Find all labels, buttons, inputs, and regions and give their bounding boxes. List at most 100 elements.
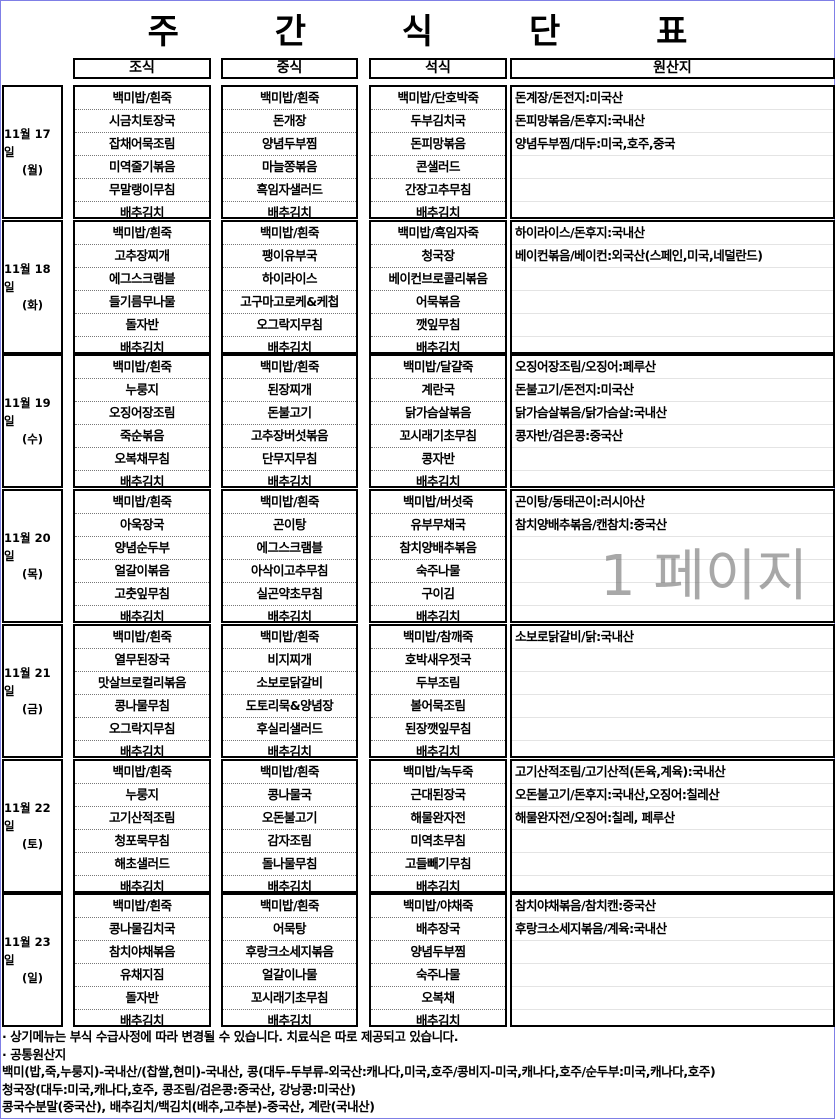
menu-item: 오그락지무침 <box>223 314 356 337</box>
origin-column: 오징어장조림/오징어:페루산 돈불고기/돈전지:미국산 닭가슴살볶음/닭가슴살:국내… <box>510 354 835 489</box>
menu-item: 죽순볶음 <box>75 425 209 449</box>
date-label: 11월 21일 <box>4 665 51 698</box>
menu-item: 배추김치 <box>415 339 461 355</box>
notice-line: · 상기메뉴는 부식 수급사정에 따라 변경될 수 있습니다. 치료식은 따로 … <box>2 1029 459 1044</box>
menu-item: 백미밥/흰죽 <box>223 626 356 649</box>
menu-item: 배추김치 <box>415 878 461 894</box>
menu-item: 백미밥/흰죽 <box>223 87 356 110</box>
weekday-label: (수) <box>21 432 44 447</box>
origin-column: 하이라이스/돈후지:국내산 베이컨볶음/베이컨:외국산(스페인,미국,네덜란드) <box>510 219 835 354</box>
origin-item: 참치양배추볶음/캔참치:중국산 <box>512 514 833 538</box>
breakfast-column: 백미밥/흰죽 아욱장국 양념순두부 얼갈이볶음 고춧잎무침 배추김치 <box>73 489 211 624</box>
menu-item: 볼어묵조림 <box>371 695 505 718</box>
origin-column: 고기산적조림/고기산적(돈육,계육):국내산 오돈불고기/돈후지:국내산,오징어:… <box>510 758 835 893</box>
origin-item: 하이라이스/돈후지:국내산 <box>512 222 833 245</box>
day-date: 11월 20일 (목) <box>2 489 63 624</box>
lunch-column: 백미밥/흰죽 팽이유부국 하이라이스 고구마고로케&케첩 오그락지무침 배추김치 <box>221 219 358 355</box>
footer-notes: · 상기메뉴는 부식 수급사정에 따라 변경될 수 있습니다. 치료식은 따로 … <box>2 1028 832 1116</box>
lunch-column: 백미밥/흰죽 어묵탕 후랑크소세지볶음 얼갈이나물 꼬시래기초무침 배추김치 <box>221 893 358 1028</box>
weekday-label: (목) <box>21 567 44 582</box>
menu-item: 두부김치국 <box>371 110 505 133</box>
menu-item: 잡채어묵조림 <box>75 133 209 156</box>
menu-item: 콩나물김치국 <box>75 918 209 942</box>
menu-item: 고구마고로케&케첩 <box>223 291 356 314</box>
dinner-column: 백미밥/야채죽 배추장국 양념두부찜 숙주나물 오복채 배추김치 <box>369 893 507 1028</box>
menu-item: 유부무채국 <box>371 514 505 538</box>
menu-item: 배추김치 <box>119 609 165 625</box>
header-dinner: 석식 <box>369 58 507 79</box>
menu-item: 양념순두부 <box>75 537 209 561</box>
common-origin-heading: · 공통원산지 <box>2 1046 66 1062</box>
weekday-label: (월) <box>21 163 44 177</box>
common-origin-line: 백미(밥,죽,누룽지)-국내산/(찹쌀,현미)-국내산, 콩(대두-두부류-외국… <box>2 1064 716 1080</box>
menu-item: 된장찌개 <box>223 379 356 403</box>
menu-item: 배추김치 <box>119 878 165 894</box>
day-date: 11월 18일 (화) <box>2 219 63 354</box>
menu-item: 참치양배추볶음 <box>371 537 505 561</box>
menu-item: 백미밥/흰죽 <box>75 491 209 515</box>
menu-item: 간장고추무침 <box>371 179 505 202</box>
dinner-column: 백미밥/참깨죽 호박새우젓국 두부조림 볼어묵조림 된장깻잎무침 배추김치 <box>369 623 507 759</box>
header-lunch: 중식 <box>221 58 358 79</box>
day-date: 11월 19일 (수) <box>2 354 63 489</box>
menu-item: 배추김치 <box>267 1013 312 1029</box>
lunch-column: 백미밥/흰죽 비지찌개 소보로닭갈비 도토리묵&양념장 후실리샐러드 배추김치 <box>221 623 358 759</box>
menu-item: 양념두부찜 <box>371 941 505 965</box>
menu-item: 해물완자전 <box>371 807 505 830</box>
menu-item: 백미밥/흰죽 <box>223 356 356 380</box>
origin-column: 소보로닭갈비/닭:국내산 <box>510 623 835 758</box>
date-label: 11월 19일 <box>4 396 51 429</box>
origin-item: 돈계장/돈전지:미국산 <box>512 87 833 110</box>
menu-item: 배추김치 <box>267 474 312 490</box>
menu-item: 청국장 <box>371 245 505 268</box>
weekday-label: (토) <box>21 836 44 851</box>
menu-item: 어묵탕 <box>223 918 356 942</box>
common-origin-line: 청국장(대두:미국,캐나다,호주, 콩조림/검은콩:중국산, 강낭콩:미국산) <box>2 1081 356 1097</box>
origin-item <box>512 560 833 584</box>
menu-item: 숙주나물 <box>371 560 505 584</box>
origin-item <box>512 537 833 561</box>
menu-item: 배추김치 <box>267 339 312 355</box>
menu-item: 두부조림 <box>371 672 505 695</box>
origin-item <box>512 583 833 607</box>
menu-item: 오징어장조림 <box>75 402 209 426</box>
menu-item: 고들빼기무침 <box>371 853 505 876</box>
menu-item: 돈피망볶음 <box>371 133 505 156</box>
menu-item: 배추김치 <box>119 1013 165 1029</box>
menu-item: 배추김치 <box>415 474 461 490</box>
menu-item: 미역초무침 <box>371 830 505 853</box>
lunch-column: 백미밥/흰죽 곤이탕 에그스크램블 아삭이고추무침 실곤약초무침 배추김치 <box>221 489 358 624</box>
menu-item: 호박새우젓국 <box>371 649 505 672</box>
menu-item: 감자조림 <box>223 830 356 853</box>
menu-item: 배추장국 <box>371 918 505 942</box>
origin-item <box>512 268 833 291</box>
menu-item: 고춧잎무침 <box>75 583 209 607</box>
breakfast-column: 백미밥/흰죽 고추장찌개 에그스크램블 들기름무나물 돌자반 배추김치 <box>73 219 211 355</box>
date-label: 11월 22일 <box>4 800 51 833</box>
date-label: 11월 18일 <box>4 261 51 294</box>
menu-item: 비지찌개 <box>223 649 356 672</box>
menu-item: 콘샐러드 <box>371 156 505 179</box>
menu-item: 배추김치 <box>119 205 165 220</box>
menu-item: 고기산적조림 <box>75 807 209 830</box>
header-origin: 원산지 <box>510 58 835 79</box>
menu-item: 돈불고기 <box>223 402 356 426</box>
menu-item: 누룽지 <box>75 784 209 807</box>
origin-item <box>512 695 833 718</box>
menu-item: 오복채 <box>371 987 505 1011</box>
menu-item: 계란국 <box>371 379 505 403</box>
menu-item: 백미밥/단호박죽 <box>371 87 505 110</box>
menu-item: 백미밥/흑임자죽 <box>371 222 505 245</box>
origin-item <box>512 718 833 741</box>
breakfast-column: 백미밥/흰죽 누룽지 고기산적조림 청포묵무침 해초샐러드 배추김치 <box>73 758 211 894</box>
origin-item <box>512 649 833 672</box>
menu-item: 배추김치 <box>415 205 461 220</box>
origin-column: 참치야채볶음/참치캔:중국산 후랑크소세지볶음/계육:국내산 <box>510 893 835 1028</box>
breakfast-column: 백미밥/흰죽 열무된장국 맛살브로컬리볶음 콩나물무침 오그락지무침 배추김치 <box>73 623 211 759</box>
menu-item: 백미밥/흰죽 <box>75 761 209 784</box>
header-breakfast: 조식 <box>73 58 211 79</box>
origin-item <box>512 672 833 695</box>
breakfast-column: 백미밥/흰죽 누룽지 오징어장조림 죽순볶음 오복채무침 배추김치 <box>73 354 211 489</box>
weekday-label: (금) <box>21 701 44 716</box>
menu-item: 베이컨브로콜리볶음 <box>371 268 505 291</box>
